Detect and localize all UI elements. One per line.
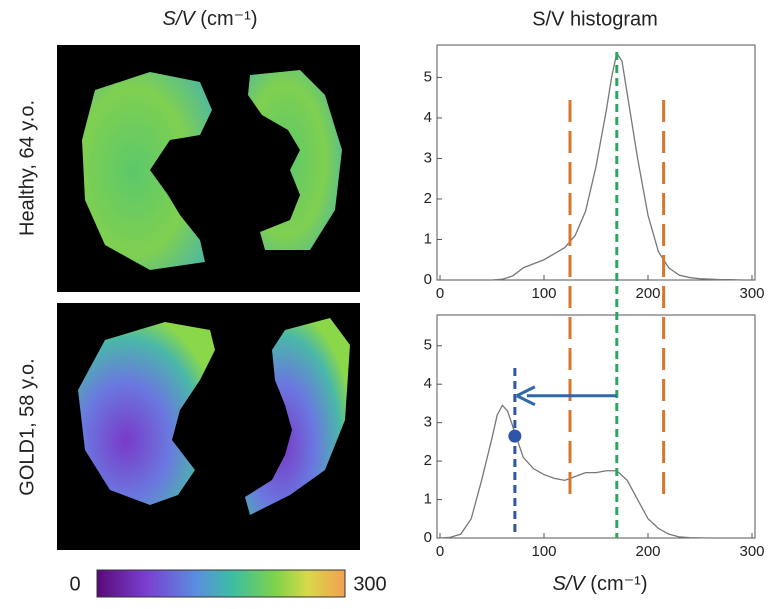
colorbar [97, 570, 345, 597]
y-tick-label: 2 [424, 452, 432, 469]
y-tick-label: 0 [424, 529, 432, 546]
x-tick-label: 0 [436, 543, 444, 560]
y-tick-label: 2 [424, 190, 432, 207]
y-tick-label: 1 [424, 230, 432, 247]
right-title: S/V histogram [532, 8, 658, 30]
axes-box [437, 45, 755, 280]
y-tick-label: 5 [424, 68, 432, 85]
y-tick-label: 4 [424, 109, 432, 126]
x-tick-label: 100 [531, 543, 556, 560]
axis-unit: (cm⁻¹) [590, 573, 647, 595]
row-label: Healthy, 64 y.o. [16, 100, 38, 236]
row-label: GOLD1, 58 y.o. [16, 358, 38, 495]
figure: S/V (cm⁻¹) S/V histogram Healthy, 64 y.o… [0, 0, 774, 604]
histogram-curve [440, 405, 742, 538]
axis-symbol: S/V [552, 573, 586, 595]
x-tick-label: 0 [436, 285, 444, 302]
y-tick-label: 3 [424, 414, 432, 431]
x-tick-label: 300 [739, 285, 764, 302]
peak-dot [508, 430, 521, 443]
y-tick-label: 0 [424, 271, 432, 288]
title-symbol: S/V [162, 8, 196, 30]
axes-box [437, 315, 755, 538]
y-tick-label: 3 [424, 149, 432, 166]
x-tick-label: 200 [635, 285, 660, 302]
x-tick-label: 200 [635, 543, 660, 560]
x-tick-label: 300 [739, 543, 764, 560]
colorbar-label: 300 [353, 573, 386, 595]
x-axis-label: S/V (cm⁻¹) [552, 573, 647, 595]
x-tick-label: 100 [531, 285, 556, 302]
colorbar-label: 0 [69, 573, 80, 595]
y-tick-label: 1 [424, 491, 432, 508]
histogram-curve [492, 53, 742, 280]
y-tick-label: 5 [424, 337, 432, 354]
title-unit: (cm⁻¹) [200, 8, 257, 30]
y-tick-label: 4 [424, 375, 432, 392]
left-title: S/V (cm⁻¹) [162, 8, 257, 30]
